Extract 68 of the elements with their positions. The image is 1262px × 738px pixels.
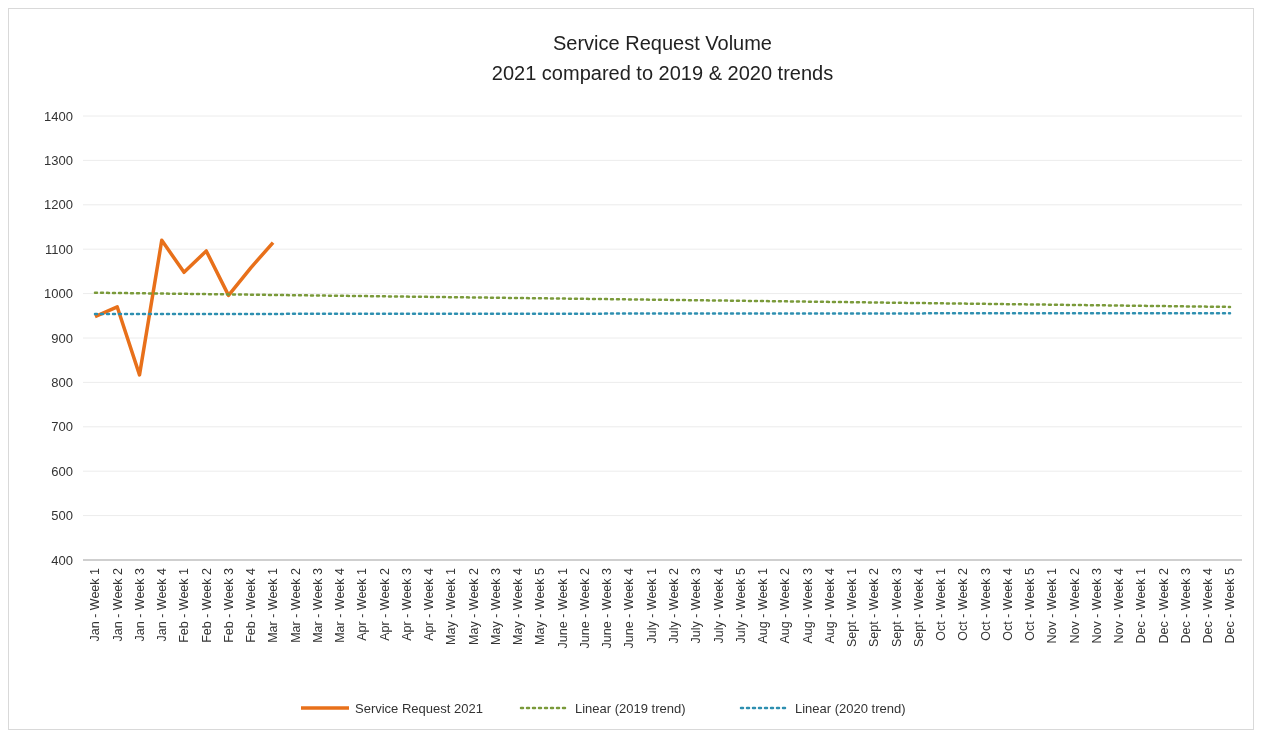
x-tick-label: June - Week 3 bbox=[600, 567, 615, 649]
x-tick-label: July - Week 2 bbox=[667, 567, 681, 644]
x-tick-label: Oct - Week 2 bbox=[956, 567, 971, 641]
x-tick-label: Nov - Week 1 bbox=[1045, 567, 1060, 644]
x-tick-label: Sept - Week 3 bbox=[889, 567, 904, 647]
x-tick-label: Feb - Week 4 bbox=[244, 567, 259, 643]
x-tick-label: Jan - Week 4 bbox=[155, 567, 170, 642]
x-tick-label: May - Week 4 bbox=[511, 567, 526, 645]
x-tick-label: Aug - Week 4 bbox=[822, 567, 837, 644]
x-tick-label: Feb - Week 3 bbox=[221, 567, 236, 643]
x-tick-label: Oct - Week 4 bbox=[1000, 567, 1015, 641]
x-tick-label: Feb - Week 1 bbox=[177, 567, 192, 643]
x-tick-label: Jan - Week 3 bbox=[132, 567, 147, 642]
x-tick-label: Apr - Week 4 bbox=[422, 567, 437, 641]
x-tick-label: May - Week 1 bbox=[444, 567, 459, 645]
x-tick-label: July - Week 1 bbox=[644, 567, 659, 644]
x-tick-label: Oct - Week 3 bbox=[978, 567, 993, 641]
x-tick-label: Oct - Week 1 bbox=[934, 567, 949, 641]
y-tick-label: 1200 bbox=[44, 197, 73, 213]
y-tick-label: 700 bbox=[51, 419, 73, 435]
x-tick-label: Nov - Week 3 bbox=[1089, 567, 1104, 644]
x-tick-label: Jan - Week 2 bbox=[110, 567, 125, 642]
line-series bbox=[93, 238, 275, 377]
x-tick-label: June - Week 2 bbox=[577, 567, 592, 649]
legend-label: Linear (2020 trend) bbox=[795, 700, 906, 716]
x-tick-label: Dec - Week 2 bbox=[1156, 567, 1171, 644]
x-tick-label: June - Week 1 bbox=[555, 567, 570, 649]
x-tick-label: Aug - Week 3 bbox=[800, 567, 815, 644]
x-tick-label: Nov - Week 4 bbox=[1112, 567, 1127, 644]
x-tick-label: Apr - Week 2 bbox=[377, 567, 392, 641]
x-tick-label: Nov - Week 2 bbox=[1067, 567, 1082, 644]
y-tick-label: 1000 bbox=[44, 286, 73, 302]
x-tick-label: July - Week 3 bbox=[689, 567, 704, 644]
y-tick-label: 900 bbox=[51, 330, 73, 346]
x-tick-label: Mar - Week 2 bbox=[288, 567, 303, 643]
x-tick-label: May - Week 3 bbox=[488, 567, 503, 645]
y-tick-label: 1400 bbox=[44, 108, 73, 124]
x-tick-label: May - Week 2 bbox=[466, 567, 481, 645]
y-tick-label: 800 bbox=[51, 374, 73, 390]
y-tick-label: 1300 bbox=[44, 152, 73, 168]
x-tick-label: Sept - Week 1 bbox=[845, 567, 860, 647]
x-tick-label: May - Week 5 bbox=[533, 567, 548, 645]
x-tick-label: Mar - Week 1 bbox=[266, 567, 281, 643]
x-tick-label: Feb - Week 2 bbox=[199, 567, 214, 643]
x-tick-label: Apr - Week 3 bbox=[399, 567, 414, 641]
y-tick-label: 500 bbox=[51, 508, 73, 524]
x-tick-label: Dec - Week 3 bbox=[1178, 567, 1193, 644]
x-tick-label: Sept - Week 4 bbox=[911, 567, 926, 647]
x-tick-label: Apr - Week 1 bbox=[355, 567, 370, 641]
x-tick-label: June - Week 4 bbox=[622, 567, 637, 649]
x-tick-label: Dec - Week 1 bbox=[1134, 567, 1149, 644]
x-tick-label: Aug - Week 1 bbox=[756, 567, 771, 644]
legend-label: Service Request 2021 bbox=[355, 700, 483, 716]
x-tick-label: Oct - Week 5 bbox=[1023, 567, 1038, 641]
legend-label: Linear (2019 trend) bbox=[575, 700, 686, 716]
x-tick-label: Mar - Week 3 bbox=[310, 567, 325, 643]
x-tick-label: Dec - Week 5 bbox=[1223, 567, 1238, 644]
x-tick-label: July - Week 4 bbox=[711, 567, 726, 644]
x-tick-label: Jan - Week 1 bbox=[88, 567, 103, 642]
x-tick-label: Mar - Week 4 bbox=[333, 567, 348, 643]
y-tick-label: 400 bbox=[51, 552, 73, 568]
y-tick-label: 600 bbox=[51, 463, 73, 479]
x-tick-label: Sept - Week 2 bbox=[867, 567, 882, 647]
x-tick-label: Aug - Week 2 bbox=[778, 567, 793, 644]
y-tick-label: 1100 bbox=[45, 241, 73, 257]
chart-title: Service Request Volume 2021 compared to 2019 & 2020 trends bbox=[491, 32, 834, 84]
x-tick-label: July - Week 5 bbox=[733, 567, 748, 644]
x-tick-label: Dec - Week 4 bbox=[1201, 567, 1216, 644]
